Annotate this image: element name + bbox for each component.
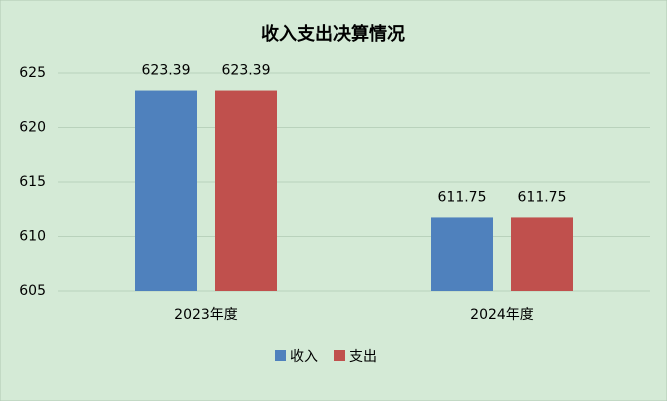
x-tick-label: 2023年度 [174,307,238,323]
legend-label: 收入 [290,349,318,365]
y-tick-label: 625 [19,65,46,81]
y-tick-label: 620 [19,120,46,136]
y-tick-label: 615 [19,174,46,190]
bar [135,90,197,291]
chart-title: 收入支出决算情况 [261,23,405,45]
legend-label: 支出 [349,349,377,365]
data-label: 623.39 [142,63,191,79]
data-label: 611.75 [518,189,567,205]
data-label: 623.39 [222,63,271,79]
bar [431,217,493,291]
legend-swatch [334,350,345,361]
y-tick-label: 610 [19,229,46,245]
x-tick-label: 2024年度 [470,307,534,323]
y-tick-label: 605 [19,283,46,299]
bar [215,90,277,291]
bar [511,217,573,291]
legend-swatch [275,350,286,361]
data-label: 611.75 [438,189,487,205]
